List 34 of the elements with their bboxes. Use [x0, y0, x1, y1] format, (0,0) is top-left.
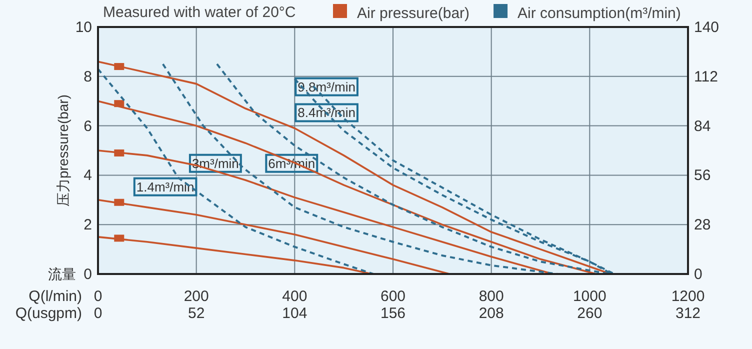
y-tick-label: 6: [84, 118, 92, 135]
text: 流量: [48, 266, 76, 282]
x2-tick-label: 104: [282, 305, 308, 322]
y2-tick-label: 84: [694, 118, 711, 135]
x2-axis-title: Q(usgpm): [15, 305, 82, 322]
x-tick-label: 1200: [671, 288, 705, 305]
x-tick-label: 400: [282, 288, 308, 305]
y2-tick-label: 112: [694, 68, 718, 86]
x2-tick-label: 312: [675, 305, 701, 322]
x2-tick-label: 260: [577, 305, 602, 322]
x-tick-label: 800: [478, 288, 504, 305]
y-tick-label: 10: [75, 19, 92, 36]
y2-tick-label: 0: [694, 266, 702, 283]
x-tick-label: 600: [380, 288, 406, 305]
y-tick-label: 2: [84, 216, 92, 234]
legend-label: Air pressure(bar): [357, 5, 470, 22]
annotation: 8.4m³/min: [298, 105, 356, 120]
y-tick-label: 8: [84, 68, 92, 86]
y2-tick-label: 56: [694, 167, 711, 184]
x-tick-label: 200: [184, 288, 209, 305]
x2-tick-label: 156: [380, 305, 406, 322]
y-axis-title: 压力pressure(bar): [55, 94, 71, 207]
annotation: 1.4m³/min: [136, 179, 194, 194]
x2-tick-label: 208: [478, 305, 504, 322]
y2-tick-label: 140: [694, 19, 720, 36]
y2-tick-label: 28: [694, 216, 711, 234]
y-tick-label: 0: [84, 266, 92, 283]
chart-subtitle: Measured with water of 20°C: [103, 4, 296, 21]
legend-label: Air consumption(m³/min): [518, 5, 681, 22]
x-tick-label: 1000: [572, 288, 606, 305]
y-tick-label: 4: [84, 167, 92, 184]
annotation: 9.8m³/min: [298, 79, 356, 94]
x2-tick-label: 52: [188, 305, 205, 322]
x-axis-title: Q(l/min): [28, 288, 82, 305]
